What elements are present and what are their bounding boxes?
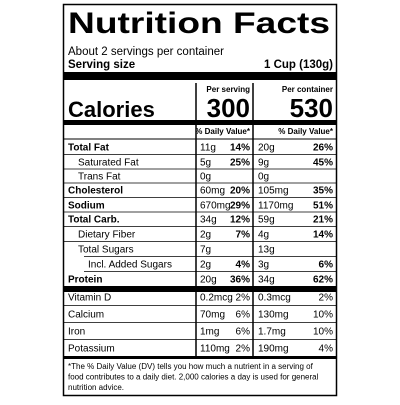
daily-value: 6% [236, 327, 251, 338]
amount: 2g [200, 230, 211, 241]
footnote: nutrition advice. [68, 383, 124, 392]
amount: 3g [258, 260, 269, 271]
calories-label: Calories [68, 97, 155, 122]
daily-value: 6% [236, 310, 251, 321]
amount: 105mg [258, 186, 289, 197]
amount: 70mg [200, 310, 225, 321]
label-border [62, 3, 338, 397]
nutrient-name: Protein [68, 275, 102, 286]
nutrient-name: Saturated Fat [78, 158, 139, 169]
serving-size-label: Serving size [68, 59, 135, 71]
nutrient-name: Iron [68, 327, 85, 338]
daily-value: 7% [236, 230, 251, 241]
daily-value: 10% [313, 327, 333, 338]
nutrient-name: Total Sugars [78, 245, 134, 256]
amount: 0g [258, 172, 269, 183]
daily-value: 2% [319, 293, 334, 304]
amount: 0g [200, 172, 211, 183]
nutrient-name: Dietary Fiber [78, 230, 136, 241]
rows: Total Fat 11g 14% 20g 26% Saturated Fat 5g 25% 9… [64, 138, 336, 392]
daily-value: 4% [236, 260, 251, 271]
amount: 110mg [200, 344, 230, 355]
daily-value: 10% [313, 310, 333, 321]
nutrient-name: Total Carb. [68, 215, 120, 226]
calories-per-container: 530 [290, 93, 333, 123]
daily-value: 25% [230, 158, 250, 169]
thick-rule [64, 120, 336, 125]
dv-header: % Daily Value* [195, 127, 251, 136]
amount: 5g [200, 158, 211, 169]
daily-value: 21% [313, 215, 333, 226]
daily-value: 14% [313, 230, 333, 241]
amount: 2g [200, 260, 211, 271]
servings: About 2 servings per container [68, 46, 224, 58]
amount: 4g [258, 230, 269, 241]
amount: 1.7mg [258, 327, 286, 338]
nutrient-name: Calcium [68, 310, 104, 321]
amount: 7g [200, 245, 211, 256]
nutrient-name: Vitamin D [68, 293, 111, 304]
amount: 59g [258, 215, 275, 226]
daily-value: 4% [319, 344, 334, 355]
nutrient-name: Incl. Added Sugars [88, 260, 172, 271]
amount: 20g [200, 275, 217, 286]
nutrient-name: Trans Fat [78, 172, 121, 183]
amount: 11g [200, 143, 216, 154]
daily-value: 6% [319, 260, 334, 271]
daily-value: 45% [313, 158, 333, 169]
serving-size: 1 Cup (130g) [264, 59, 333, 71]
amount: 60mg [200, 186, 225, 197]
amount: 130mg [258, 310, 289, 321]
thick-rule [64, 72, 336, 80]
footnote: *The % Daily Value (DV) tells you how mu… [68, 362, 314, 371]
title: Nutrition Facts [68, 7, 330, 40]
amount: 670mg [200, 201, 231, 212]
amount: 1170mg [258, 201, 293, 212]
amount: 0.3mcg [258, 293, 291, 304]
nutrient-name: Potassium [68, 344, 115, 355]
amount: 0.2mcg [200, 293, 233, 304]
calories-per-serving: 300 [207, 93, 250, 123]
daily-value: 2% [236, 344, 251, 355]
nutrient-name: Cholesterol [68, 186, 123, 197]
daily-value: 35% [313, 186, 333, 197]
amount: 1mg [200, 327, 219, 338]
thick-rule [64, 356, 336, 359]
daily-value: 26% [313, 143, 333, 154]
dv-header: % Daily Value* [278, 127, 334, 136]
amount: 190mg [258, 344, 289, 355]
nutrient-name: Sodium [68, 201, 105, 212]
daily-value: 14% [230, 143, 250, 154]
amount: 34g [200, 215, 217, 226]
amount: 13g [258, 245, 275, 256]
daily-value: 2% [236, 293, 251, 304]
amount: 34g [258, 275, 275, 286]
column-header: Per container [282, 85, 333, 94]
daily-value: 62% [313, 275, 333, 286]
daily-value: 12% [230, 215, 250, 226]
daily-value: 29% [230, 201, 250, 212]
daily-value: 51% [313, 201, 333, 212]
column-header: Per serving [206, 85, 250, 94]
footnote: food contributes to a daily diet. 2,000 … [68, 373, 319, 382]
amount: 9g [258, 158, 269, 169]
daily-value: 20% [230, 186, 250, 197]
thick-rule [64, 286, 336, 292]
amount: 20g [258, 143, 275, 154]
daily-value: 36% [230, 275, 250, 286]
nutrient-name: Total Fat [68, 143, 110, 154]
